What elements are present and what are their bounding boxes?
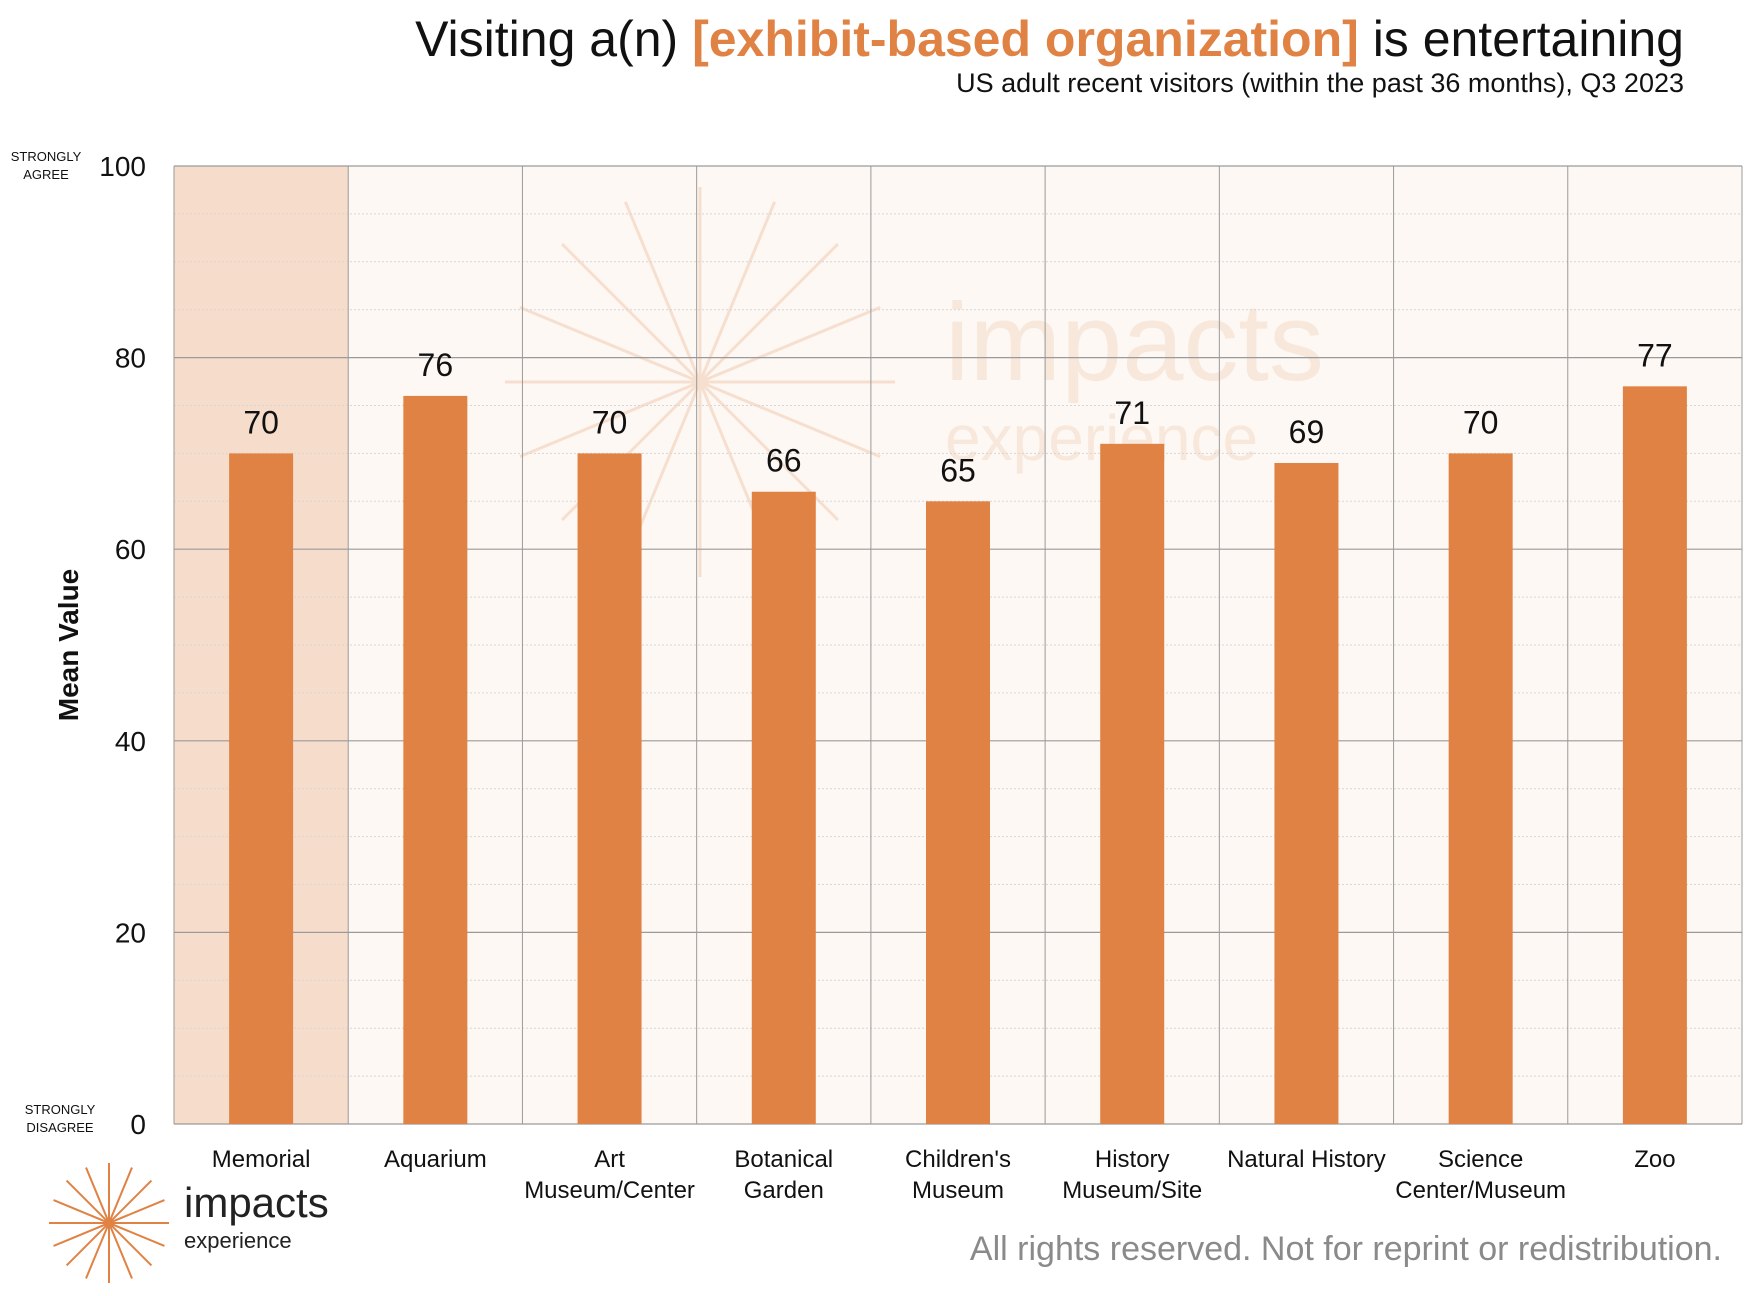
y-tick-label: 80 [115, 343, 146, 374]
bar-value-label: 77 [1637, 337, 1673, 373]
bar-value-label: 65 [940, 452, 976, 488]
chart-title: Visiting a(n) [exhibit-based organizatio… [415, 10, 1684, 68]
chart-subtitle: US adult recent visitors (within the pas… [956, 68, 1684, 98]
x-tick-label: History [1095, 1146, 1170, 1173]
title-suffix: is entertaining [1358, 11, 1684, 67]
bar-value-label: 70 [592, 404, 628, 440]
title-highlight: [exhibit-based organization] [692, 11, 1359, 67]
bar-value-label: 66 [766, 443, 802, 479]
bar [1622, 386, 1687, 1125]
bar [1100, 443, 1165, 1124]
x-tick-label: Center/Museum [1395, 1177, 1566, 1204]
bar [229, 453, 294, 1124]
x-tick-label: Natural History [1227, 1146, 1386, 1173]
y-bottom-note: DISAGREE [26, 1120, 94, 1135]
y-axis-label: Mean Value [53, 569, 84, 722]
x-tick-label: Art [594, 1146, 625, 1173]
x-tick-label: Zoo [1634, 1146, 1675, 1173]
x-tick-label: Botanical [734, 1146, 833, 1173]
logo-ray [53, 1199, 165, 1247]
x-tick-label: Museum/Site [1062, 1177, 1202, 1204]
watermark-ray [519, 305, 881, 459]
y-top-note: STRONGLY [11, 149, 82, 164]
y-top-note: AGREE [23, 167, 69, 182]
x-tick-label: Museum [912, 1177, 1004, 1204]
bar [926, 501, 990, 1124]
bar-value-label: 70 [1463, 404, 1499, 440]
y-tick-label: 60 [115, 534, 146, 565]
y-tick-label: 20 [115, 917, 146, 948]
logo-name: impacts [184, 1179, 329, 1226]
bar-value-label: 70 [243, 404, 279, 440]
title-prefix: Visiting a(n) [415, 11, 693, 67]
starburst-icon [49, 1163, 169, 1283]
bar-value-label: 69 [1289, 414, 1325, 450]
bar [1274, 462, 1339, 1125]
bar [1448, 453, 1513, 1124]
x-tick-label: Science [1438, 1146, 1523, 1173]
bar-value-label: 76 [418, 347, 454, 383]
y-bottom-note: STRONGLY [25, 1102, 96, 1117]
copyright-notice: All rights reserved. Not for reprint or … [969, 1230, 1722, 1268]
x-tick-label: Aquarium [384, 1146, 487, 1173]
bar [751, 491, 816, 1125]
bar-value-label: 71 [1114, 395, 1150, 431]
y-tick-label: 100 [99, 151, 146, 182]
logo-sub: experience [184, 1228, 292, 1253]
bar [403, 395, 468, 1124]
x-tick-label: Museum/Center [524, 1177, 695, 1204]
logo: impacts experience [184, 1182, 329, 1252]
watermark-name: impacts [945, 281, 1324, 404]
x-tick-label: Memorial [212, 1146, 311, 1173]
y-tick-label: 0 [130, 1109, 146, 1140]
bar [577, 453, 642, 1124]
y-tick-label: 40 [115, 726, 146, 757]
x-tick-label: Children's [905, 1146, 1011, 1173]
x-tick-label: Garden [744, 1177, 824, 1204]
